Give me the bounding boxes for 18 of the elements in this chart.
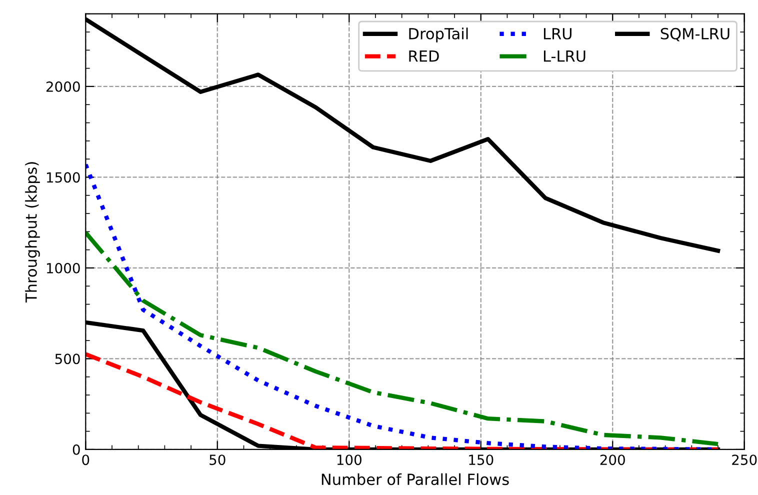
y-tick-label: 1000 [46,262,80,274]
x-tick-label: 200 [600,454,625,466]
x-tick-label: 50 [210,454,226,466]
x-tick-label: 250 [732,454,757,466]
x-tick-label: 0 [82,454,90,466]
legend-label: DropTail [409,28,468,42]
legend-label: SQM-LRU [660,28,730,42]
y-axis-title: Throughput (kbps) [25,162,40,303]
y-tick-label: 500 [55,354,80,364]
legend-label: RED [409,50,439,62]
x-axis-title: Number of Parallel Flows [322,473,509,486]
y-tick-label: 1500 [46,172,80,183]
x-tick-label: 100 [337,454,362,466]
y-tick-label: 2000 [46,81,80,92]
legend-label: L-LRU [544,50,586,62]
y-tick-label: 0 [72,444,80,455]
legend-label: LRU [544,28,572,40]
x-tick-label: 150 [469,454,494,466]
